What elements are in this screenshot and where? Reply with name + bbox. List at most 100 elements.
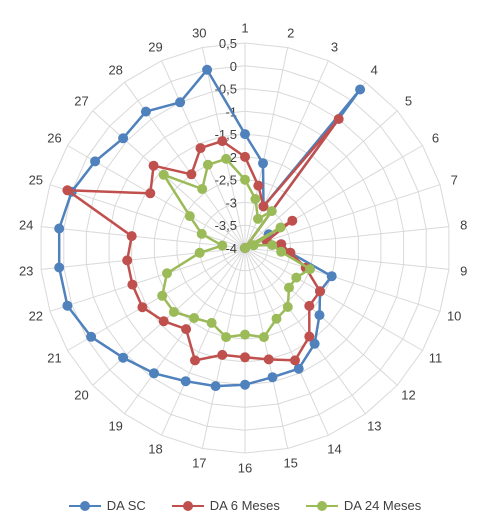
grid-spoke-21 [67, 247, 246, 351]
point-da-6-meses-4 [333, 114, 344, 124]
point-da-6-meses-19 [181, 324, 192, 335]
point-da-6-meses-29 [195, 143, 206, 154]
point-da-sc-19 [149, 368, 159, 379]
category-label-27: 27 [74, 93, 88, 108]
point-da-sc-29 [175, 97, 186, 108]
grid-spoke-23 [41, 247, 246, 270]
point-da-sc-22 [62, 300, 73, 311]
category-label-26: 26 [47, 131, 61, 146]
point-da-sc-18 [180, 376, 191, 387]
point-da-24-meses-16 [240, 329, 250, 340]
category-label-6: 6 [432, 131, 439, 146]
category-label-1: 1 [241, 21, 248, 36]
point-da-6-meses-17 [217, 349, 228, 360]
legend-label-da-24-meses: DA 24 Meses [343, 498, 422, 513]
point-da-sc-23 [54, 262, 65, 273]
radial-tick-label-6: -2,5 [215, 173, 237, 188]
grid-spoke-13 [244, 247, 366, 415]
point-da-6-meses-11 [315, 286, 325, 297]
point-da-sc-17 [210, 381, 221, 392]
legend-item-da-24-meses: DA 24 Meses [305, 498, 422, 513]
point-da-6-meses-23 [122, 255, 133, 266]
point-da-sc-20 [118, 352, 129, 363]
grid-spoke-18 [161, 247, 246, 436]
category-label-2: 2 [287, 25, 294, 40]
legend-marker-da-24-meses [305, 500, 338, 512]
point-da-6-meses-25 [62, 185, 73, 196]
point-da-24-meses-8 [267, 240, 278, 251]
point-da-24-meses-4 [266, 206, 277, 217]
point-da-sc-4 [355, 84, 366, 95]
point-da-24-meses-13 [282, 302, 293, 312]
point-da-24-meses-7 [248, 240, 259, 251]
point-da-sc-10 [326, 271, 337, 282]
category-label-15: 15 [283, 456, 297, 471]
grid-spoke-15 [244, 247, 289, 449]
point-da-24-meses-15 [258, 332, 269, 343]
radial-tick-label-0: 0,5 [219, 36, 237, 51]
grid-spoke-20 [92, 247, 246, 386]
point-da-24-meses-6 [275, 222, 286, 233]
point-da-24-meses-23 [194, 247, 205, 258]
point-da-6-meses-12 [304, 300, 315, 311]
category-label-13: 13 [367, 419, 381, 434]
legend: DA SC DA 6 Meses DA 24 Meses [0, 498, 490, 513]
point-da-6-meses-3 [258, 201, 269, 212]
legend-item-da-6-meses: DA 6 Meses [171, 498, 280, 513]
category-label-19: 19 [108, 419, 122, 434]
series-da-6-meses [62, 114, 344, 366]
series-layer [54, 64, 366, 392]
point-da-24-meses-22 [162, 268, 172, 279]
point-da-6-meses-8 [276, 239, 287, 250]
legend-label-da-6-meses: DA 6 Meses [209, 498, 280, 513]
category-label-3: 3 [331, 40, 338, 55]
point-da-6-meses-21 [137, 302, 148, 313]
category-label-25: 25 [29, 173, 43, 188]
category-label-14: 14 [327, 442, 341, 457]
category-label-10: 10 [447, 309, 461, 324]
category-label-23: 23 [19, 264, 33, 279]
point-da-6-meses-13 [304, 331, 315, 342]
grid-spoke-10 [244, 247, 441, 312]
point-da-24-meses-18 [206, 317, 217, 328]
grid-spoke-25 [49, 184, 246, 249]
category-label-17: 17 [192, 456, 206, 471]
point-da-24-meses-19 [189, 313, 200, 323]
point-da-6-meses-30 [217, 136, 228, 147]
category-label-16: 16 [238, 461, 252, 476]
radial-tick-label-1: 0 [230, 59, 237, 74]
point-da-sc-2 [258, 158, 268, 169]
category-label-24: 24 [19, 218, 33, 233]
category-labels: 1 234567891011121314151617181920212223242… [19, 21, 467, 476]
point-da-6-meses-22 [127, 279, 138, 290]
point-da-24-meses-29 [202, 159, 213, 170]
grid-spoke-17 [201, 247, 246, 449]
point-da-24-meses-12 [284, 282, 294, 293]
point-da-6-meses-27 [148, 160, 159, 171]
point-da-6-meses-14 [290, 355, 300, 366]
grid-spoke-24 [41, 226, 246, 249]
point-da-sc-12 [314, 310, 325, 321]
point-da-sc-21 [86, 331, 97, 342]
category-label-28: 28 [108, 63, 122, 78]
point-da-6-meses-28 [186, 169, 197, 180]
point-da-6-meses-20 [158, 316, 169, 327]
point-da-24-meses-30 [221, 153, 232, 164]
point-da-sc-24 [54, 223, 65, 234]
point-da-sc-30 [202, 64, 213, 75]
point-da-24-meses-24 [217, 240, 228, 251]
point-da-24-meses-5 [240, 243, 250, 253]
point-da-24-meses-28 [197, 184, 208, 194]
legend-item-da-sc: DA SC [68, 498, 146, 513]
point-da-24-meses-17 [221, 332, 232, 343]
point-da-sc-27 [118, 133, 129, 144]
point-da-24-meses-20 [168, 307, 179, 317]
category-label-4: 4 [371, 63, 378, 78]
category-label-18: 18 [148, 442, 162, 457]
grid-spoke-27 [92, 110, 246, 249]
point-da-6-meses-15 [263, 354, 274, 365]
legend-marker-da-6-meses [171, 500, 204, 512]
radial-tick-label-7: -3 [225, 195, 237, 210]
radial-tick-label-8: -3,5 [215, 218, 237, 233]
category-label-5: 5 [405, 93, 412, 108]
